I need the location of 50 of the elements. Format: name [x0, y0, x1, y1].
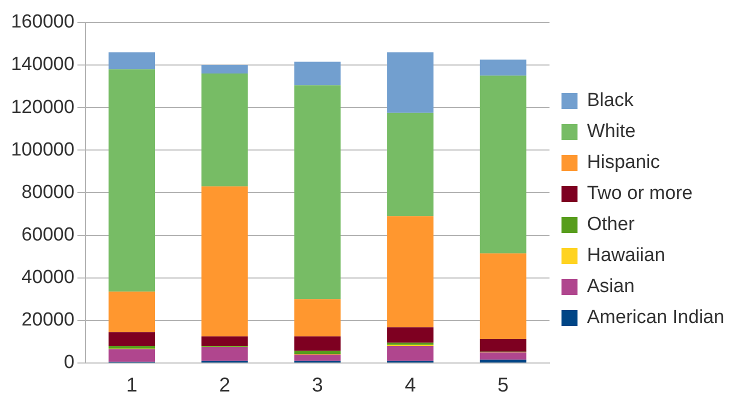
y-tick-label: 120000	[10, 96, 74, 118]
y-tick-label: 0	[64, 352, 74, 374]
bar	[294, 336, 341, 351]
bar	[480, 76, 526, 254]
bar	[294, 62, 341, 86]
bar	[294, 299, 341, 336]
bar	[108, 349, 156, 362]
legend-label: Hispanic	[587, 152, 660, 174]
x-tick-label: 2	[219, 374, 230, 397]
y-tick-label: 140000	[10, 54, 74, 76]
x-tick-label: 1	[126, 374, 138, 397]
bar	[480, 338, 526, 352]
bar	[480, 352, 526, 360]
y-tick-label: 60000	[22, 224, 74, 246]
x-tick-label: 5	[498, 374, 509, 397]
bar	[201, 186, 248, 336]
bar	[108, 346, 156, 349]
bar	[387, 346, 434, 361]
bar	[201, 336, 248, 346]
x-tick-label: 4	[404, 374, 416, 397]
x-tick-label: 3	[312, 374, 324, 397]
bar	[387, 52, 434, 113]
y-tick-label: 20000	[22, 310, 74, 331]
bar	[294, 350, 341, 354]
bar	[108, 292, 156, 332]
y-tick-label: 100000	[10, 139, 74, 160]
legend-label: Two or more	[587, 183, 693, 204]
bar	[387, 112, 434, 216]
bar	[387, 216, 434, 328]
bar	[480, 253, 526, 339]
bar	[201, 347, 248, 361]
legend-label: Other	[587, 214, 636, 236]
bar	[108, 69, 156, 292]
bar	[480, 60, 526, 76]
bar	[201, 73, 248, 186]
bar	[201, 64, 248, 74]
legend-label: White	[587, 121, 636, 142]
legend-label: Black	[587, 90, 634, 112]
legend-label: Asian	[587, 276, 635, 298]
y-tick-label: 80000	[22, 182, 74, 203]
bar	[387, 327, 434, 343]
legend-label: American Indian	[587, 307, 724, 328]
y-tick-label: 160000	[10, 12, 74, 33]
legend-label: Hawaiian	[587, 245, 666, 266]
bar	[108, 52, 156, 70]
y-tick-label: 40000	[22, 267, 74, 288]
bar	[294, 85, 341, 300]
bar	[480, 360, 526, 362]
bar	[108, 332, 156, 346]
bar	[294, 354, 341, 361]
